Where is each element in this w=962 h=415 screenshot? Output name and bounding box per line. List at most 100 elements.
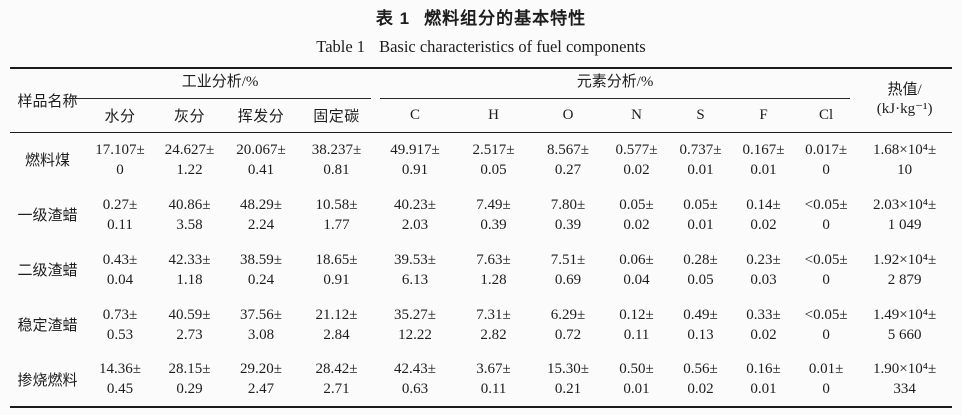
cell-value: 29.20±	[240, 361, 282, 377]
table-number-cn: 表 1	[375, 9, 411, 28]
cell-value: 21.12±	[315, 306, 358, 323]
cell-value: 37.56±	[240, 306, 282, 323]
cell-uncertainty: 0.02	[623, 161, 650, 178]
cell-uncertainty: 0.72	[554, 326, 582, 343]
cell-value: 7.31±	[476, 306, 511, 323]
ultimate-analysis-group-header: 元素分析/%	[375, 68, 857, 99]
table-cell: 0.49± 0.13	[669, 297, 732, 352]
sample-name-header: 样品名称	[10, 68, 85, 133]
fuel-characteristics-table: 样品名称 工业分析/% 元素分析/% 热值/ (kJ·kg⁻¹) 水分 灰分 挥…	[10, 67, 953, 408]
cell-uncertainty: 1.22	[176, 161, 203, 178]
col-header-ash: 灰分	[155, 99, 224, 133]
table-cell: 1.90×10⁴± 334	[857, 352, 952, 407]
ultimate-analysis-label: 元素分析/%	[380, 70, 851, 99]
cell-uncertainty: 0.11	[480, 381, 507, 397]
cell-value: 0.737±	[679, 141, 722, 158]
proximate-analysis-group-header: 工业分析/%	[69, 68, 375, 99]
cell-uncertainty: 0.01	[750, 161, 777, 178]
cell-uncertainty: 0.02	[750, 326, 777, 343]
table-cell: 0.73± 0.53	[85, 297, 155, 352]
table-cell: 1.92×10⁴± 2 879	[857, 242, 952, 297]
cell-value: 8.567±	[547, 141, 590, 158]
table-cell: 0.28± 0.05	[669, 242, 732, 297]
table-cell: 0.33± 0.02	[732, 297, 795, 352]
cell-value: 1.90×10⁴±	[873, 361, 937, 377]
cell-uncertainty: 0.39	[480, 216, 507, 233]
table-row: 掺烧燃料 14.36± 0.45 28.15± 0.29 29.20± 2.47 28…	[10, 352, 952, 407]
cell-value: 0.33±	[746, 306, 781, 323]
row-label: 掺烧燃料	[17, 372, 78, 389]
cell-uncertainty: 10	[897, 161, 913, 178]
row-label: 一级渣蜡	[17, 208, 78, 224]
cell-uncertainty: 0.01	[687, 161, 714, 178]
cell-value: 3.67±	[476, 361, 511, 377]
table-cell: <0.05± 0	[795, 297, 857, 352]
cell-value: 2.03×10⁴±	[873, 196, 937, 213]
cell-value: 0.16±	[746, 361, 781, 377]
cell-value: 0.23±	[746, 251, 781, 268]
cell-value: 15.30±	[547, 361, 590, 377]
cell-value: 20.067±	[236, 141, 286, 158]
table-cell: <0.05± 0	[795, 242, 857, 297]
cell-uncertainty: 0	[822, 161, 830, 178]
cell-uncertainty: 0.41	[247, 161, 275, 178]
cell-value: <0.05±	[804, 306, 848, 323]
cell-uncertainty: 1.18	[176, 271, 203, 288]
cell-uncertainty: 2.82	[480, 326, 507, 343]
table-cell: 40.59± 2.73	[155, 297, 224, 352]
cell-uncertainty: 0.02	[687, 381, 714, 397]
cell-value: 0.50±	[619, 361, 654, 377]
table-cell: 14.36± 0.45	[85, 352, 155, 407]
cell-uncertainty: 0.27	[554, 161, 582, 178]
table-cell: 0.23± 0.03	[732, 242, 795, 297]
col-header-n: N	[604, 99, 670, 133]
cell-uncertainty: 0.13	[687, 326, 714, 343]
table-cell: 10.58± 1.77	[298, 187, 375, 242]
cell-value: 0.14±	[746, 196, 781, 213]
table-cell: 0.05± 0.01	[669, 187, 732, 242]
cell-uncertainty: 0.01	[623, 381, 650, 397]
table-title-en: Table 1 Basic characteristics of fuel com…	[10, 33, 952, 60]
cell-value: 38.59±	[240, 251, 282, 268]
cell-uncertainty: 0	[822, 326, 830, 343]
table-cell: 40.23± 2.03	[375, 187, 455, 242]
cell-uncertainty: 0.29	[176, 381, 203, 397]
cell-value: 40.23±	[394, 196, 437, 213]
heating-value-label: 热值/	[887, 82, 922, 99]
table-cell: 0.16± 0.01	[732, 352, 795, 407]
table-cell: 7.63± 1.28	[455, 242, 532, 297]
table-cell: 37.56± 3.08	[224, 297, 298, 352]
table-row: 燃料煤 17.107± 0 24.627± 1.22 20.067± 0.41 38.…	[10, 132, 952, 187]
cell-uncertainty: 0.01	[687, 216, 714, 233]
cell-value: 0.05±	[619, 196, 654, 213]
cell-uncertainty: 0.04	[106, 271, 134, 288]
cell-value: 48.29±	[240, 196, 282, 213]
table-cell: 0.50± 0.01	[604, 352, 669, 407]
table-cell: 0.06± 0.04	[604, 242, 669, 297]
cell-uncertainty: 2.71	[323, 381, 350, 397]
proximate-analysis-label: 工业分析/%	[69, 70, 372, 99]
cell-value: 0.06±	[619, 251, 654, 268]
cell-uncertainty: 0.24	[247, 271, 275, 288]
col-header-c: C	[375, 99, 456, 133]
table-cell: 7.49± 0.39	[455, 187, 532, 242]
cell-value: 0.28±	[683, 251, 718, 268]
cell-uncertainty: 2.73	[176, 326, 203, 343]
cell-uncertainty: 0.45	[106, 381, 134, 397]
table-row: 稳定渣蜡 0.73± 0.53 40.59± 2.73 37.56± 3.08 21.…	[10, 297, 952, 352]
cell-value: 39.53±	[394, 251, 437, 268]
table-row: 二级渣蜡 0.43± 0.04 42.33± 1.18 38.59± 0.24 18.…	[10, 242, 952, 297]
table-cell: 24.627± 1.22	[155, 132, 224, 187]
cell-value: 42.33±	[168, 251, 211, 268]
col-header-fixed-carbon: 固定碳	[298, 99, 376, 133]
cell-uncertainty: 0.02	[750, 216, 777, 233]
cell-uncertainty: 0.11	[623, 326, 650, 343]
col-header-volatile: 挥发分	[224, 99, 298, 133]
cell-uncertainty: 2.24	[247, 216, 275, 233]
cell-value: 0.01±	[808, 361, 844, 377]
cell-value: 0.017±	[805, 141, 848, 158]
cell-value: 2.517±	[472, 141, 515, 158]
table-cell: 42.33± 1.18	[155, 242, 224, 297]
cell-value: 10.58±	[315, 196, 358, 213]
table-cell: 28.15± 0.29	[155, 352, 224, 407]
